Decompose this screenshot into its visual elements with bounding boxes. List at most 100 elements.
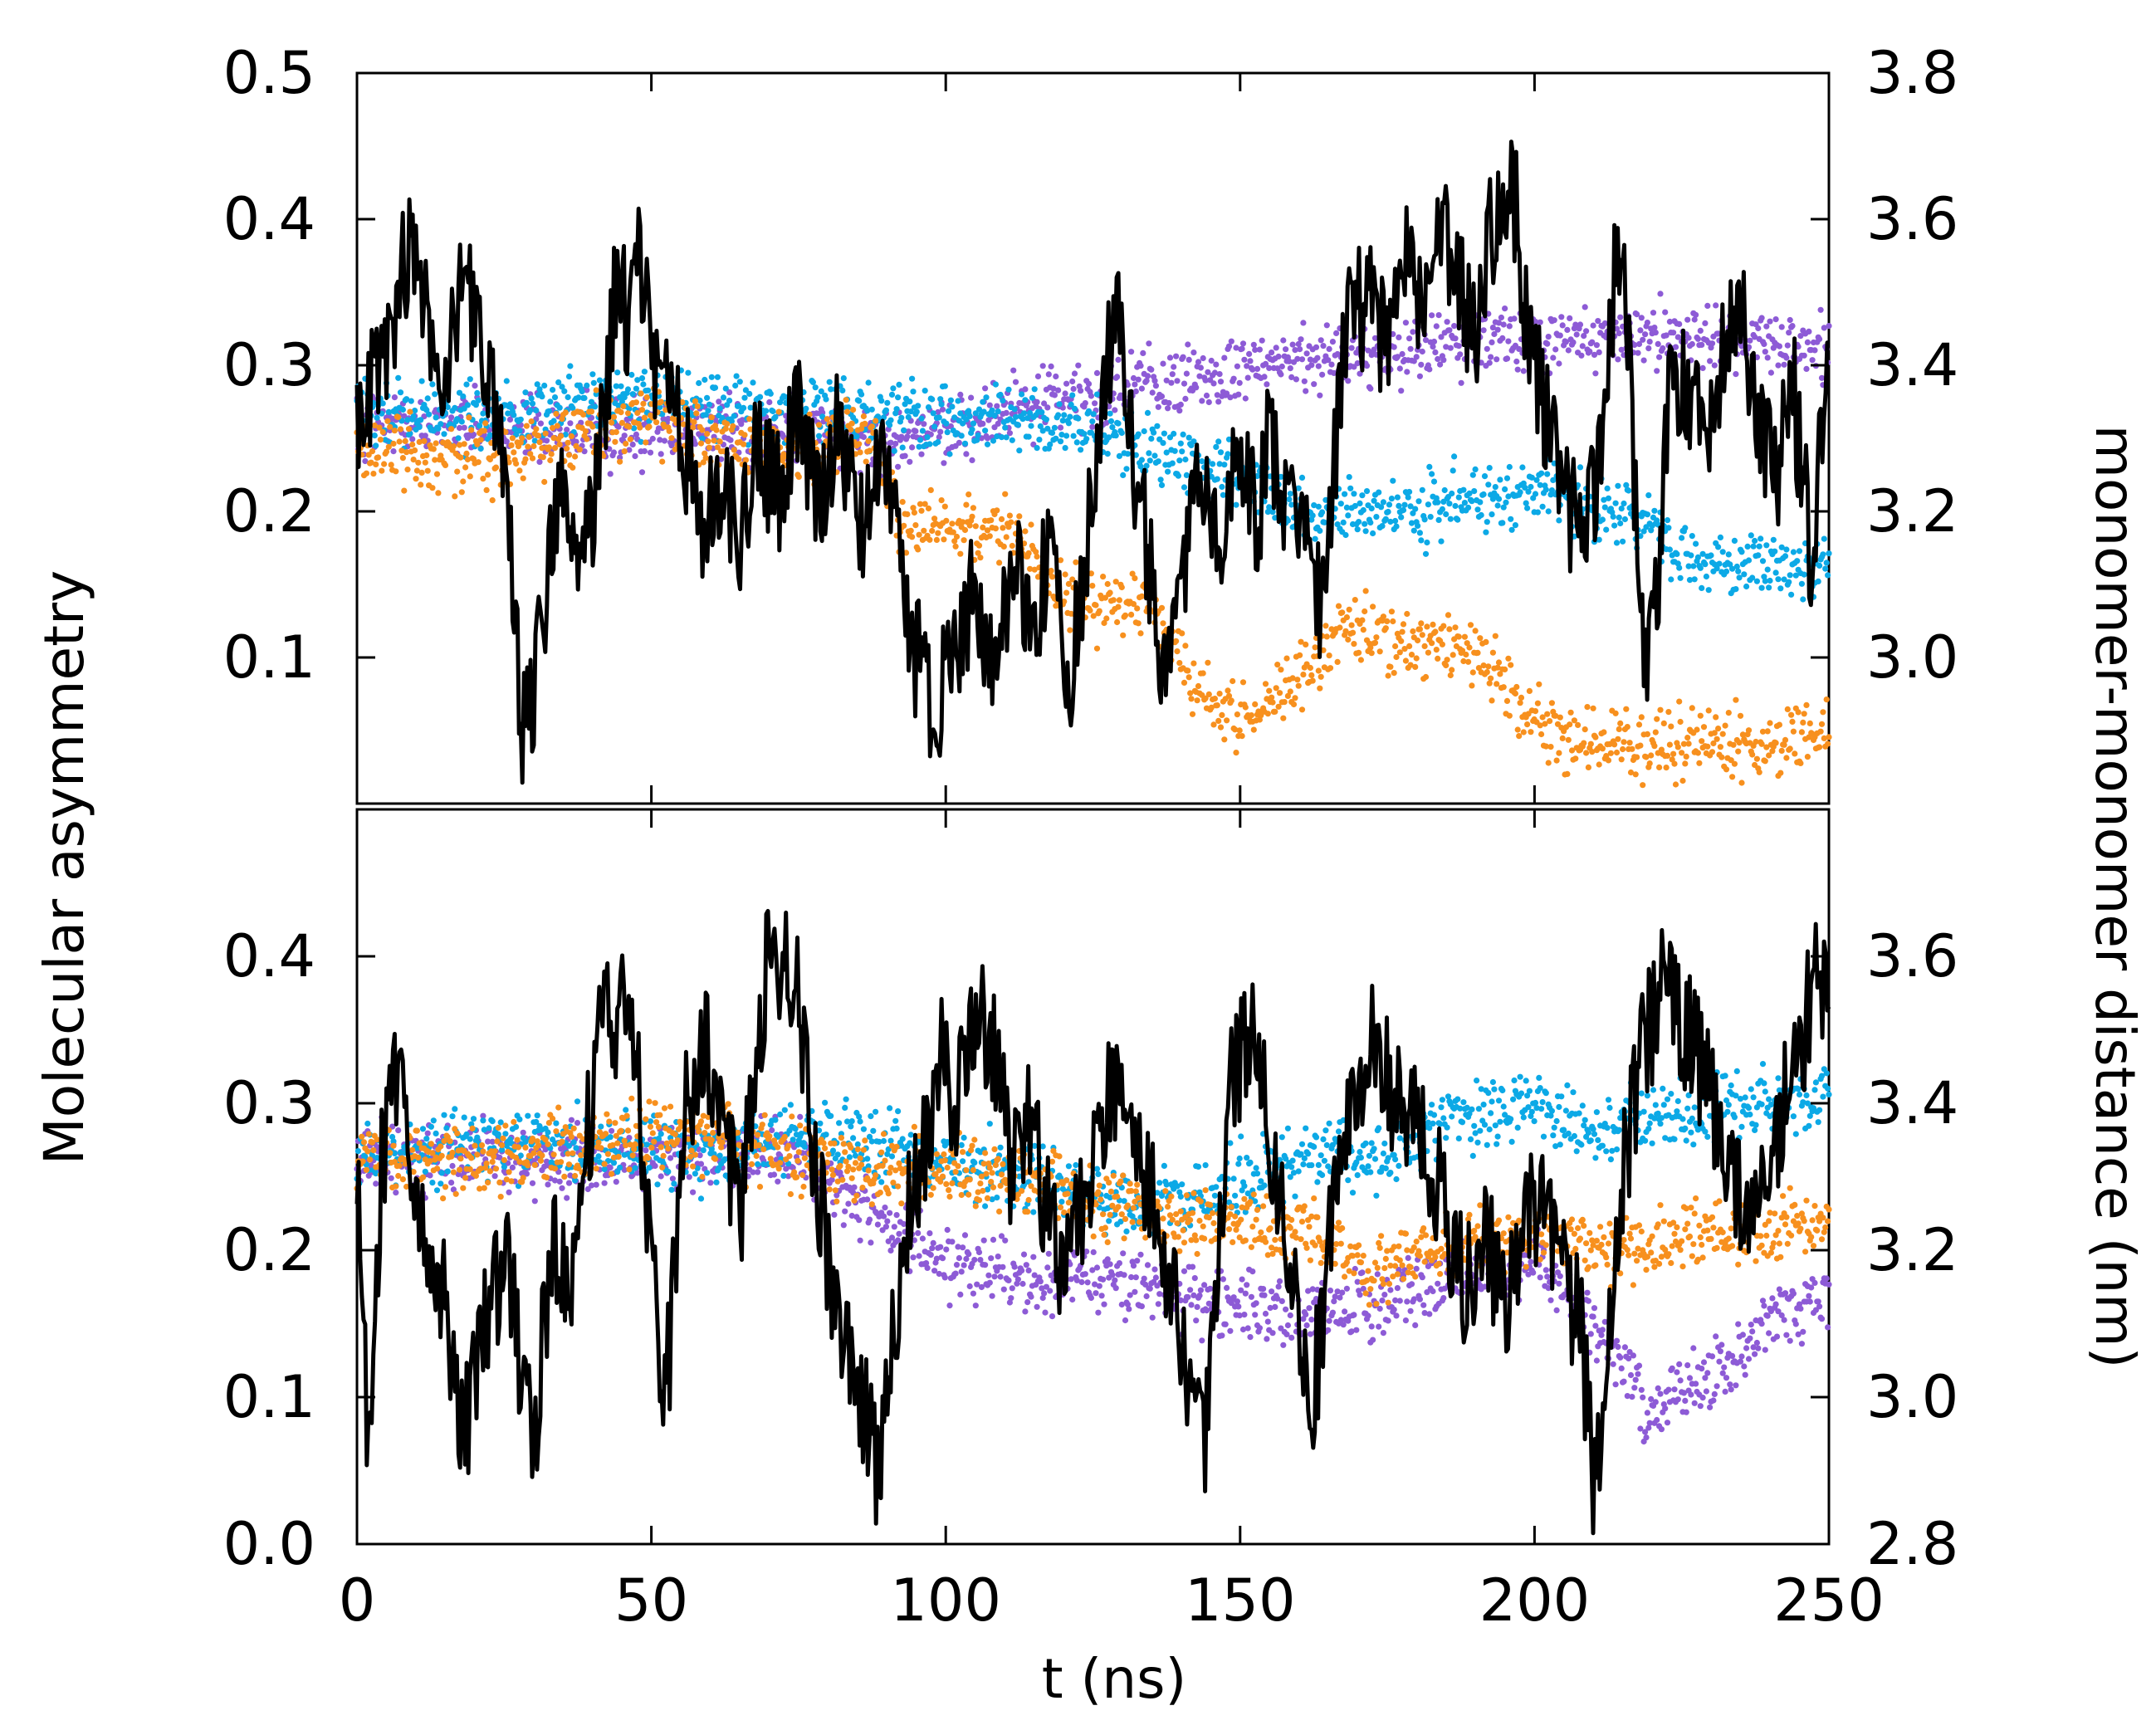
data-point [742,387,750,393]
data-point [949,403,956,410]
data-point [1186,434,1192,441]
data-point [969,457,975,464]
data-point [1629,1394,1635,1400]
data-point [1020,410,1028,417]
data-point [955,398,961,404]
data-point [1024,1299,1031,1306]
data-point [1697,712,1704,719]
data-point [797,1113,804,1120]
data-point [1239,340,1247,347]
data-point [1144,409,1151,416]
data-point [1396,1298,1403,1304]
data-point [1288,1334,1295,1341]
data-point [853,433,860,440]
data-point [1694,750,1701,756]
data-point [919,428,926,434]
data-point [536,439,543,446]
data-point [1235,391,1242,398]
top-asymmetry-line [354,139,1831,785]
data-point [909,375,916,382]
data-point [1587,1331,1594,1337]
data-point [887,417,894,423]
data-point [904,433,911,440]
data-point [1070,385,1077,393]
data-point [1744,543,1751,550]
data-point [1400,621,1407,628]
data-point [1224,390,1230,397]
data-point [763,408,770,414]
data-point [1752,1351,1758,1357]
data-point [1601,320,1608,327]
data-point [1100,1276,1107,1283]
data-point [1492,484,1498,491]
data-point [1248,712,1254,719]
data-point [1801,711,1807,717]
data-point [1745,727,1753,734]
data-point [1642,331,1649,338]
data-point [728,418,736,424]
data-point [641,369,648,375]
data-point [1196,373,1203,379]
data-point [458,489,465,496]
data-point [1502,305,1508,312]
data-point [1233,750,1239,756]
data-point [458,418,465,425]
data-point [1548,700,1555,706]
data-point [1439,641,1445,648]
data-point [1545,508,1552,515]
data-point [379,428,386,436]
data-point [929,396,936,403]
data-point [1788,711,1795,718]
data-point [1784,706,1791,713]
data-point [1114,618,1121,626]
data-point [1635,721,1643,728]
data-point [992,381,999,388]
data-point [1443,344,1450,350]
data-point [1547,744,1554,750]
data-point [1452,624,1459,631]
data-point [1716,1358,1723,1365]
data-point [686,1174,692,1180]
data-point [1210,721,1217,728]
data-point [1044,404,1051,411]
data-point [1495,659,1503,666]
data-point [1626,740,1633,746]
data-point [460,478,467,485]
data-point [1225,343,1233,349]
data-point [1610,513,1616,520]
data-point [626,447,633,453]
data-point [1396,334,1402,340]
data-point [1205,398,1212,406]
data-point [1670,330,1677,336]
data-point [1430,1288,1436,1295]
data-point [1062,390,1068,397]
data-point [912,522,919,529]
data-point [1171,447,1178,454]
data-point [1598,1332,1605,1338]
data-point [1173,638,1180,644]
data-point [626,423,633,430]
data-point [668,435,675,442]
data-point [880,1213,887,1219]
data-point [741,441,747,447]
data-point [1795,344,1802,350]
data-point [430,446,437,452]
data-point [1124,451,1131,457]
data-point [1053,373,1059,380]
data-point [977,555,984,561]
data-point [1557,1273,1563,1279]
data-point [1789,718,1796,726]
data-point [1702,320,1709,326]
data-point [1249,1268,1256,1275]
data-point [1749,1328,1756,1335]
data-point [1187,1287,1194,1293]
data-point [840,1222,847,1229]
data-point [1132,1288,1138,1295]
data-point [901,427,907,433]
data-point [1109,1272,1116,1278]
data-point [610,449,618,456]
data-point [1177,440,1184,447]
data-point [1591,351,1598,358]
data-point [1393,523,1400,530]
data-point [868,1239,874,1246]
